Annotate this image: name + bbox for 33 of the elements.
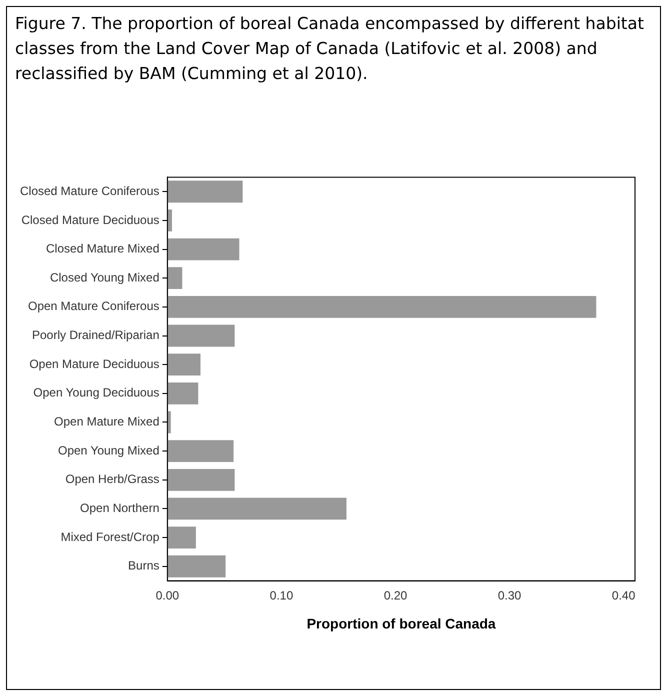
bar xyxy=(167,555,226,578)
y-tick-label: Open Young Mixed xyxy=(58,443,160,458)
x-tick-label: 0.20 xyxy=(384,588,408,602)
y-tick-label: Closed Mature Mixed xyxy=(46,242,160,256)
bar xyxy=(167,382,198,404)
x-tick-label: 0.10 xyxy=(270,588,294,602)
x-axis-title: Proportion of boreal Canada xyxy=(306,615,496,632)
chart-title: Figure 7. The proportion of boreal Canada encompassed by different habitat classes from the Land Cover Map of Canada (Latifovic et al. 2008) and reclassified by BAM (Cumming et al 2010). xyxy=(15,13,645,85)
y-tick-label: Open Mature Coniferous xyxy=(28,299,160,314)
y-tick-label: Open Young Deciduous xyxy=(33,386,160,400)
bar xyxy=(167,468,235,491)
bar xyxy=(167,498,346,520)
y-tick-label: Open Mature Deciduous xyxy=(29,356,160,371)
bar xyxy=(167,267,182,290)
bar xyxy=(167,354,200,376)
x-tick-label: 0.40 xyxy=(612,588,636,602)
y-tick-label: Closed Mature Deciduous xyxy=(21,212,160,227)
bar xyxy=(167,180,243,203)
y-tick-label: Burns xyxy=(128,558,160,573)
y-tick-label: Poorly Drained/Riparian xyxy=(32,328,160,342)
bar xyxy=(167,296,596,318)
bar xyxy=(167,440,234,462)
bar xyxy=(167,324,235,347)
x-tick-label: 0.00 xyxy=(156,588,180,602)
x-tick-label: 0.30 xyxy=(498,588,522,602)
y-tick-label: Open Mature Mixed xyxy=(54,414,160,429)
y-tick-label: Closed Young Mixed xyxy=(50,270,160,284)
y-tick-label: Open Herb/Grass xyxy=(65,472,160,486)
y-tick-label: Mixed Forest/Crop xyxy=(60,530,160,544)
y-tick-label: Closed Mature Coniferous xyxy=(20,184,160,198)
bar xyxy=(167,526,196,549)
y-tick-label: Open Northern xyxy=(80,501,160,516)
bar xyxy=(167,238,240,260)
